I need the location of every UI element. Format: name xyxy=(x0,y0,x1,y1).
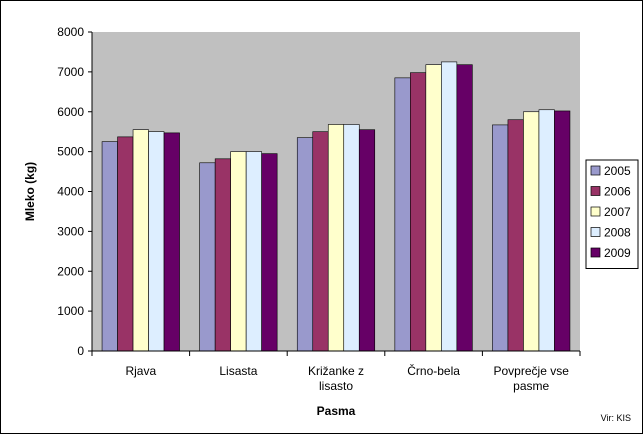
x-axis: Rjava Lisasta Križanke z lisasto Črno-bela Po… xyxy=(91,350,581,393)
bar-2007-1 xyxy=(230,151,247,352)
bar-2008-1 xyxy=(245,151,262,352)
legend-swatch-2005 xyxy=(590,165,601,176)
y-tick-label: 7000 xyxy=(57,65,84,79)
x-tick-label: Povprečje vse pasme xyxy=(494,364,570,393)
bar-2008-0 xyxy=(148,131,165,352)
legend: 2005 2006 2007 2008 2009 xyxy=(585,159,639,269)
bar-2007-4 xyxy=(523,111,540,352)
bar-2006-4 xyxy=(507,119,524,352)
y-tick-label: 8000 xyxy=(57,25,84,39)
bar-2005-2 xyxy=(296,137,314,352)
y-tick-label: 1000 xyxy=(57,304,84,318)
y-tick-label: 6000 xyxy=(57,105,84,119)
x-tick-label: Lisasta xyxy=(219,364,257,378)
legend-label-2008: 2008 xyxy=(604,226,631,240)
source-note: Vir: KIS xyxy=(601,413,631,423)
bar-2008-3 xyxy=(441,61,458,352)
bar-2005-0 xyxy=(101,141,118,352)
y-tick-label: 2000 xyxy=(57,264,84,278)
bar-2008-4 xyxy=(538,109,555,352)
bar-2009-2 xyxy=(358,129,376,352)
legend-label-2007: 2007 xyxy=(604,205,631,219)
legend-swatch-2008 xyxy=(590,227,601,237)
y-axis-title: Mleko (kg) xyxy=(23,162,37,221)
y-axis: 0 1000 2000 3000 4000 5000 6000 7000 8000 xyxy=(57,25,93,358)
legend-swatch-2007 xyxy=(590,206,601,217)
legend-label-2006: 2006 xyxy=(604,185,631,199)
legend-label-2005: 2005 xyxy=(604,164,631,178)
legend-label-2009: 2009 xyxy=(604,246,631,260)
y-tick-label: 5000 xyxy=(57,145,84,159)
y-tick-label: 4000 xyxy=(57,185,84,199)
bar-2006-3 xyxy=(410,72,427,352)
x-tick-label: Rjava xyxy=(125,364,156,378)
bar-2006-0 xyxy=(117,136,134,352)
bar-2006-1 xyxy=(214,158,231,352)
x-axis-title: Pasma xyxy=(317,404,356,418)
legend-swatch-2006 xyxy=(590,186,601,196)
bar-2007-0 xyxy=(132,129,149,352)
bar-2008-2 xyxy=(343,124,360,352)
bar-2009-1 xyxy=(261,153,278,352)
x-tick-label: Križanke z lisasto xyxy=(308,364,364,393)
bar-2009-4 xyxy=(554,110,571,352)
bar-2006-2 xyxy=(312,131,329,352)
bar-2007-3 xyxy=(425,64,442,352)
bar-2009-3 xyxy=(456,64,473,352)
legend-swatch-2009 xyxy=(590,247,601,258)
y-tick-label: 0 xyxy=(77,344,84,358)
bar-2009-0 xyxy=(163,132,180,352)
bar-2005-3 xyxy=(394,77,411,352)
bars-group xyxy=(101,61,571,352)
y-tick-label: 3000 xyxy=(57,224,84,238)
bar-2005-4 xyxy=(492,124,509,352)
bar-2007-2 xyxy=(327,124,345,352)
x-tick-label: Črno-bela xyxy=(407,363,460,378)
bar-2005-1 xyxy=(199,162,216,352)
